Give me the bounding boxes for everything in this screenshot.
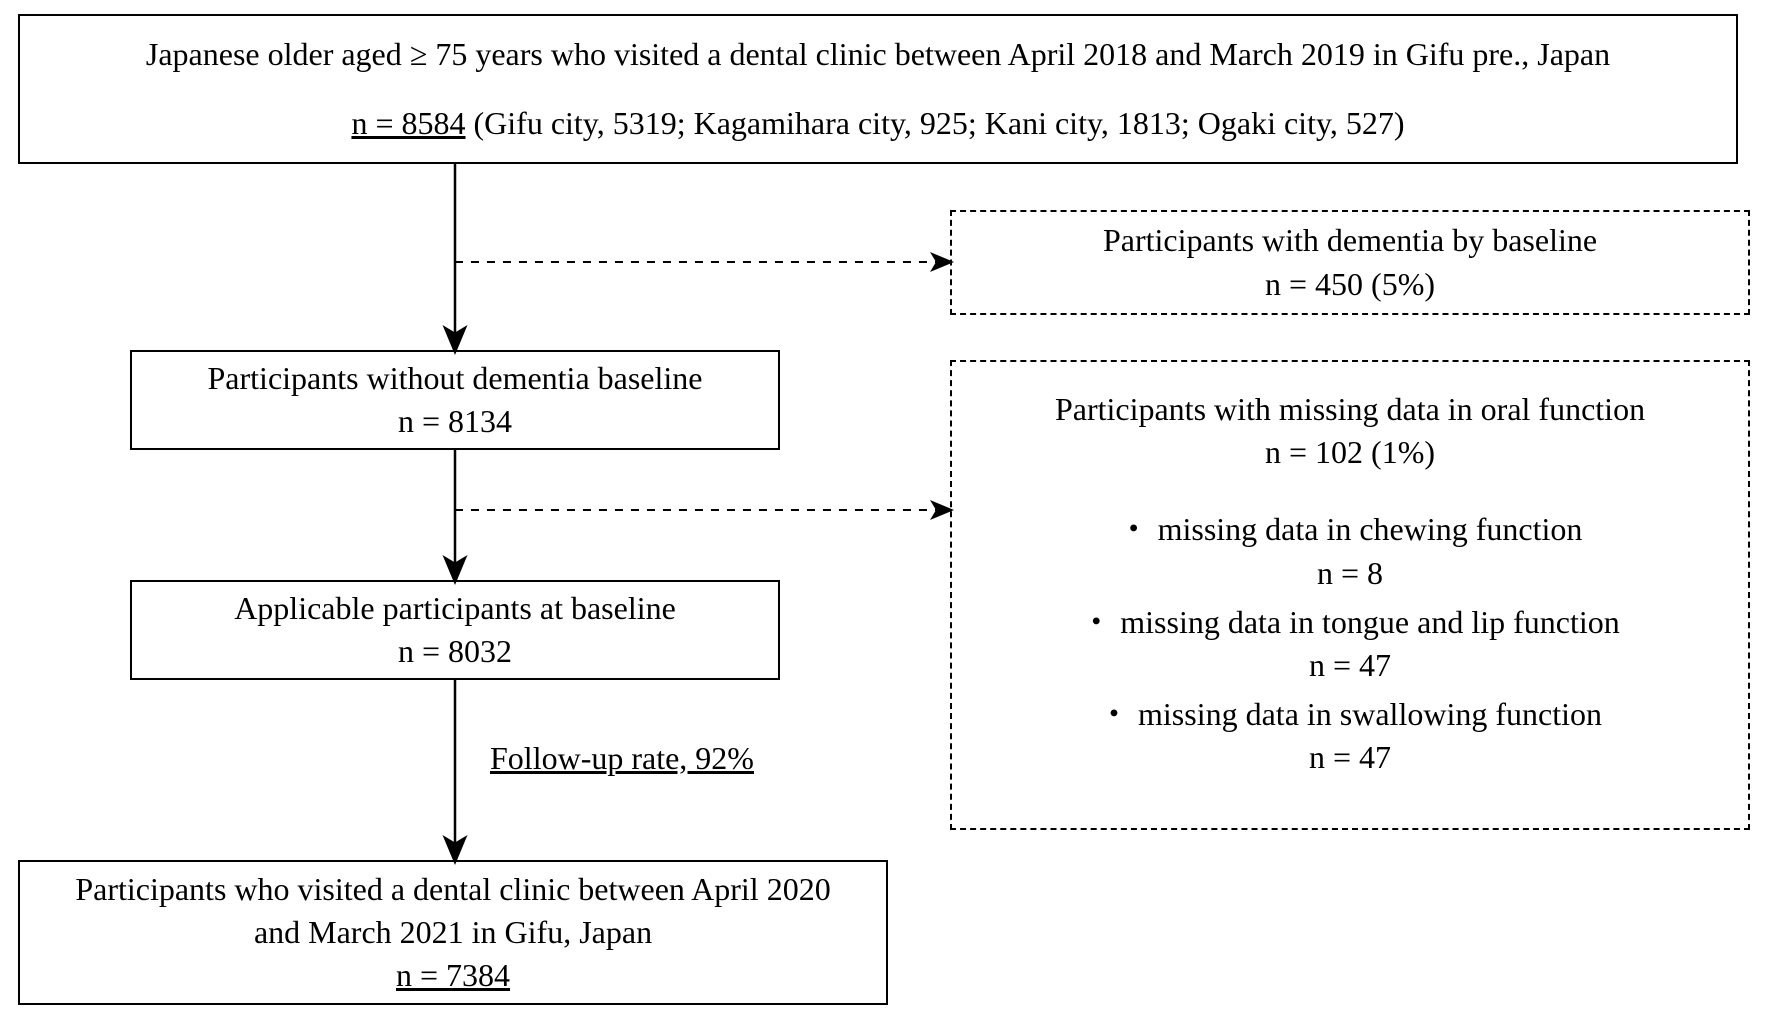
- bullet-n: n = 8: [966, 552, 1734, 595]
- box-excluded-missing-data: Participants with missing data in oral f…: [950, 360, 1750, 830]
- bullet-label: ・ missing data in chewing function: [966, 508, 1734, 551]
- box-followup-cohort: Participants who visited a dental clinic…: [18, 860, 888, 1005]
- bullet-label: ・ missing data in tongue and lip functio…: [966, 601, 1734, 644]
- box-initial-cohort: Japanese older aged ≥ 75 years who visit…: [18, 14, 1738, 164]
- top-line2: n = 8584 (Gifu city, 5319; Kagamihara ci…: [351, 102, 1404, 145]
- followup-rate-label: Follow-up rate, 92%: [490, 740, 754, 777]
- box-without-dementia: Participants without dementia baselinen …: [130, 350, 780, 450]
- bullet-label: ・ missing data in swallowing function: [966, 693, 1734, 736]
- box-applicable: Applicable participants at baselinen = 8…: [130, 580, 780, 680]
- box-excluded-dementia: Participants with dementia by baselinen …: [950, 210, 1750, 315]
- top-line1: Japanese older aged ≥ 75 years who visit…: [146, 33, 1610, 76]
- bullet-n: n = 47: [966, 644, 1734, 687]
- bullet-n: n = 47: [966, 736, 1734, 779]
